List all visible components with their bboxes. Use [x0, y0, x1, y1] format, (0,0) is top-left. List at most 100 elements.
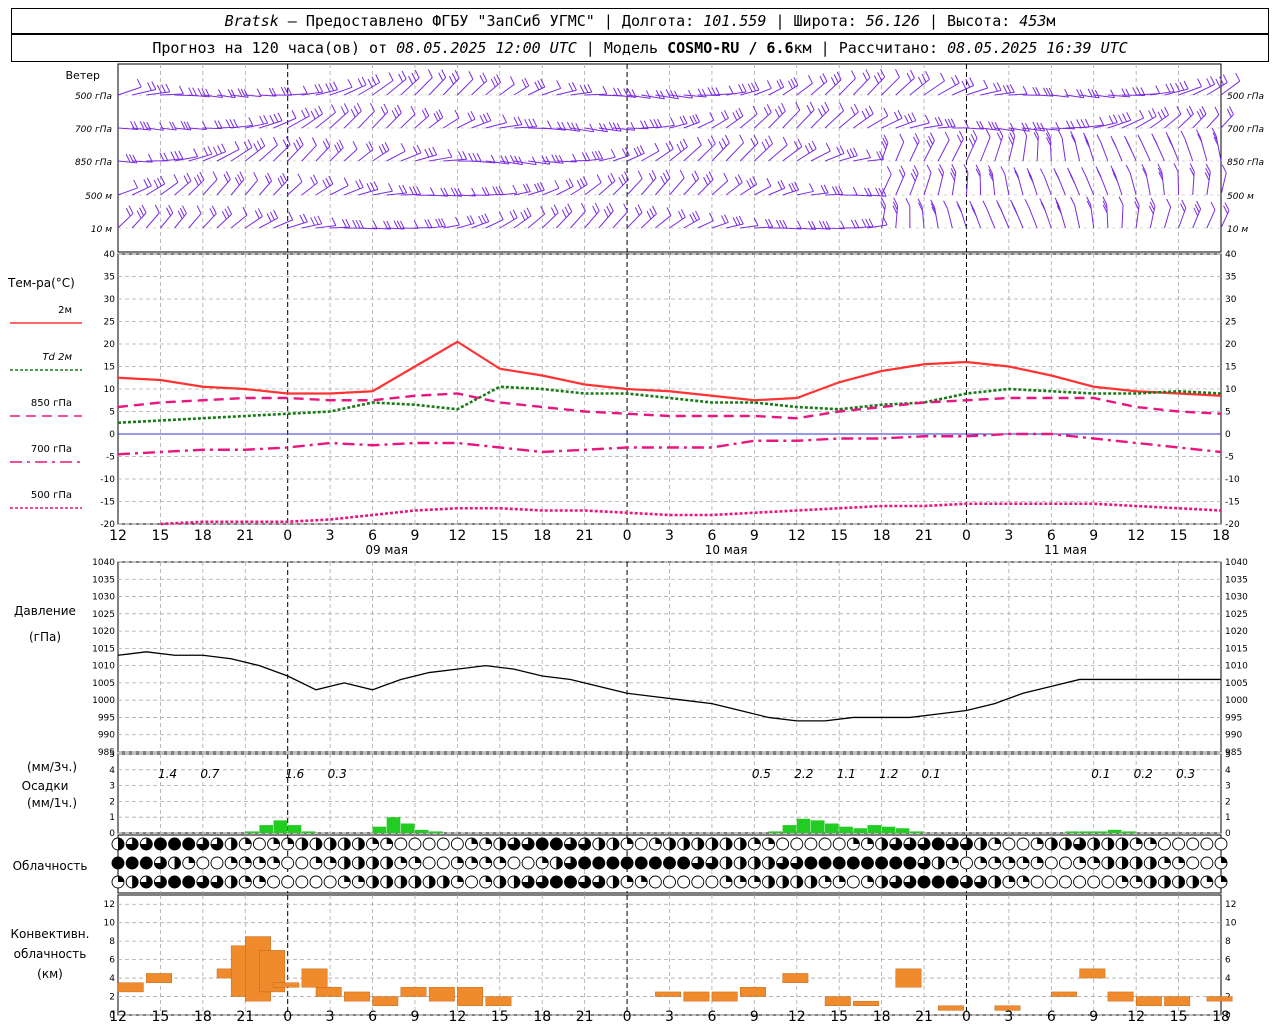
- time-axis-hour-bottom: 3: [1004, 1009, 1013, 1024]
- cloud-cover-fill: [994, 876, 1001, 888]
- pressure-tick-right: 1035: [1225, 575, 1248, 585]
- cloud-cover-fill: [768, 876, 775, 888]
- wind-barb-flag: [804, 144, 810, 154]
- wind-barb-flag: [766, 80, 772, 89]
- wind-barb-flag: [709, 112, 715, 121]
- pressure-tick-left: 1025: [92, 610, 115, 620]
- wind-barb-flag: [913, 165, 919, 174]
- wind-barb-flag: [1186, 108, 1192, 117]
- temp-legend-label: 850 гПа: [31, 398, 72, 409]
- wind-barb-shaft: [612, 154, 630, 162]
- wind-barb-shaft: [202, 151, 226, 162]
- temp-legend-label: 2м: [58, 305, 72, 316]
- temp-series-line: [117, 392, 1222, 420]
- wind-barb-flag: [1125, 164, 1131, 174]
- wind-barb-flag: [400, 143, 406, 152]
- wind-barb-shaft: [584, 93, 607, 96]
- wind-barb-flag: [401, 70, 407, 80]
- wind-barb-flag: [225, 119, 231, 128]
- wind-barb-flag: [633, 147, 639, 157]
- wind-barb-shaft: [499, 83, 515, 96]
- wind-barb-flag: [854, 219, 860, 229]
- time-axis-hour: 6: [1047, 528, 1056, 544]
- wind-barb-flag: [1040, 202, 1046, 211]
- wind-barb-flag: [125, 207, 131, 217]
- wind-barb-shaft: [216, 94, 236, 99]
- conv-cloud-bar: [853, 1000, 879, 1006]
- wind-barb-flag: [329, 82, 335, 91]
- wind-barb-shaft: [782, 146, 803, 162]
- cloud-cover-fill: [443, 876, 450, 888]
- wind-barb-flag: [1040, 122, 1046, 132]
- wind-barb-shaft: [287, 221, 308, 229]
- precip-tick-left: 5: [109, 750, 115, 760]
- precip-bar: [839, 826, 853, 833]
- wind-barb-flag: [211, 205, 217, 214]
- cloud-cover-symbol: [295, 856, 309, 870]
- wind-barb-shaft: [796, 82, 813, 96]
- wind-barb-flag: [823, 184, 829, 194]
- wind-barb-flag: [243, 89, 249, 98]
- wind-barb-flag: [918, 202, 923, 211]
- conv-cloud-bar: [1206, 996, 1233, 1002]
- wind-barb-flag: [381, 143, 387, 153]
- wind-barb-flag: [136, 78, 142, 88]
- wind-barb-flag: [1069, 174, 1075, 183]
- precip-bar: [853, 828, 867, 833]
- wind-barb-flag: [151, 81, 157, 90]
- cloud-cover-symbol: [1157, 837, 1171, 851]
- wind-barb-flag: [937, 116, 943, 126]
- wind-barb-shaft: [160, 93, 184, 96]
- cloud-cover-fill: [881, 838, 888, 850]
- wind-barb-shaft: [697, 220, 714, 229]
- wind-barb-shaft: [471, 80, 488, 96]
- wind-barb-flag: [741, 83, 747, 93]
- wind-barb-shaft: [754, 87, 772, 96]
- wind-barb-shaft: [400, 152, 422, 162]
- cloud-cover-symbol: [422, 837, 436, 851]
- cloud-cover-fill: [1008, 857, 1015, 863]
- alt-label: Высота:: [947, 12, 1011, 30]
- wind-barb-shaft: [782, 84, 799, 96]
- cloud-cover-fill: [564, 838, 577, 850]
- wind-barb-flag: [982, 200, 988, 210]
- wind-barb-flag: [739, 134, 745, 143]
- wind-barb-flag: [242, 206, 248, 216]
- cloud-cover-fill: [522, 876, 535, 888]
- cloud-cover-fill: [598, 838, 605, 850]
- wind-barb-flag: [207, 145, 213, 155]
- wind-barb-shaft: [570, 91, 592, 96]
- cloud-cover-fill: [952, 857, 959, 863]
- wind-barb-shaft: [711, 117, 729, 129]
- cloud-cover-symbol: [1073, 875, 1087, 889]
- wind-barb-flag: [808, 183, 814, 192]
- time-axis-date: 09 мая: [365, 543, 408, 557]
- wind-barb-flag: [156, 177, 162, 187]
- wind-barb-flag: [580, 202, 586, 212]
- wind-barb-flag: [268, 87, 274, 97]
- wind-barb-flag: [1165, 83, 1171, 93]
- wind-barb-flag: [639, 120, 645, 129]
- wind-barb-shaft: [655, 124, 675, 129]
- conv-cloud-bar: [740, 987, 766, 997]
- wind-barb-flag: [853, 147, 858, 156]
- wind-barb-shaft: [259, 217, 278, 229]
- cloud-cover-fill: [726, 876, 733, 882]
- cloud-cover-symbol: [168, 875, 182, 889]
- cloud-cover-symbol: [691, 875, 705, 889]
- precip-tick-left: 2: [109, 797, 115, 807]
- wind-barb-flag: [589, 123, 595, 133]
- wind-barb-shaft: [428, 77, 447, 96]
- cloud-cover-fill: [118, 838, 124, 850]
- wind-barb-shaft: [386, 192, 407, 196]
- wind-barb-flag: [526, 207, 532, 217]
- wind-barb-shaft: [810, 150, 831, 162]
- wind-barb-flag: [212, 146, 218, 156]
- wind-barb-flag: [482, 113, 488, 123]
- wind-barb-flag: [427, 69, 433, 78]
- wind-barb-shaft: [810, 81, 828, 96]
- wind-barb-flag: [486, 112, 492, 121]
- cloud-cover-fill: [1093, 857, 1100, 863]
- wind-barb-flag: [568, 178, 574, 187]
- conv-cloud-bar: [1164, 996, 1191, 1006]
